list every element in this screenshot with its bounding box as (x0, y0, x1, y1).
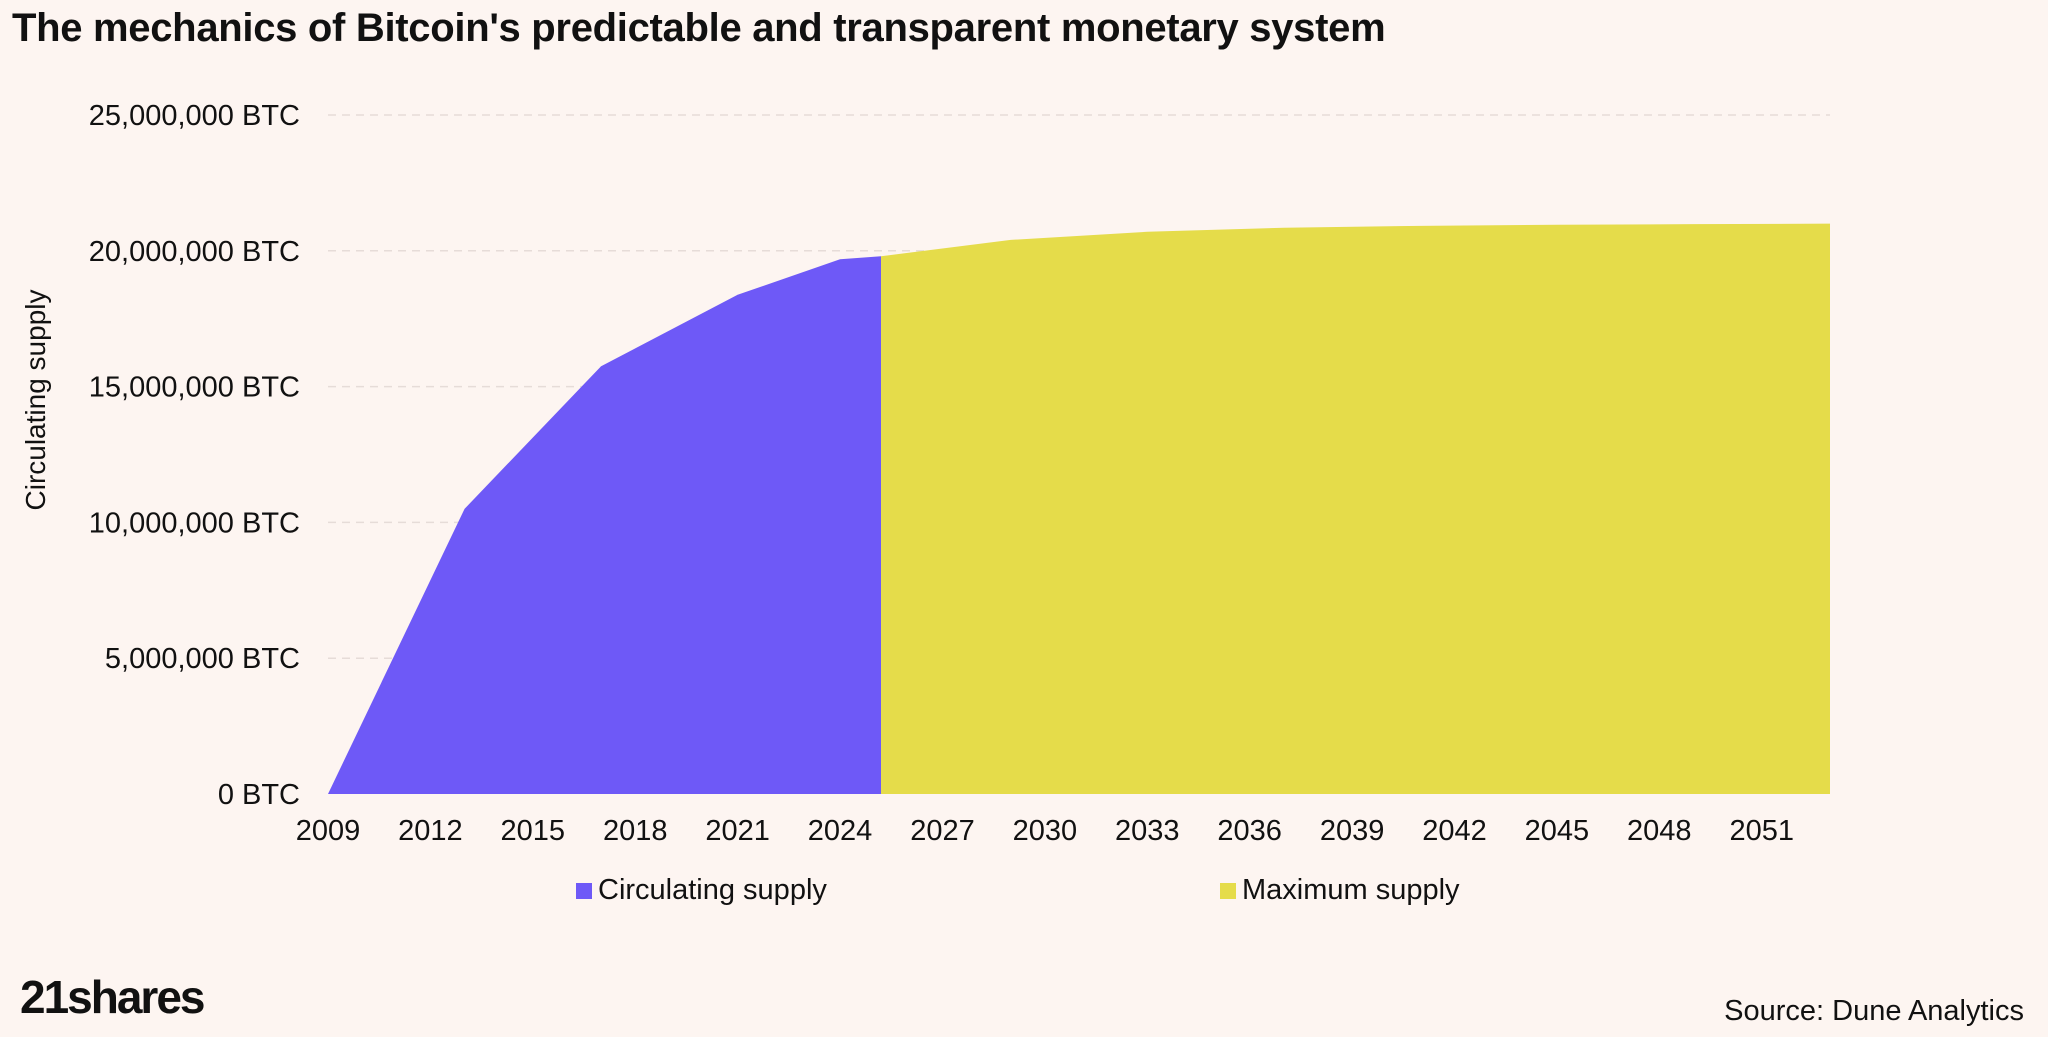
y-tick-label: 0 BTC (218, 779, 300, 811)
legend-label-circulating: Circulating supply (598, 874, 827, 906)
x-tick-label: 2033 (1115, 815, 1180, 847)
x-tick-label: 2051 (1729, 815, 1794, 847)
brand-logo: 21shares (20, 971, 205, 1023)
x-tick-label: 2012 (398, 815, 463, 847)
x-tick-label: 2039 (1320, 815, 1385, 847)
y-tick-label: 10,000,000 BTC (89, 507, 300, 539)
legend-label-maximum: Maximum supply (1242, 874, 1460, 906)
x-tick-label: 2018 (603, 815, 668, 847)
y-tick-label: 25,000,000 BTC (89, 100, 300, 132)
x-tick-label: 2009 (296, 815, 361, 847)
chart-title: The mechanics of Bitcoin's predictable a… (12, 6, 1386, 50)
x-tick-label: 2036 (1217, 815, 1282, 847)
legend-swatch-maximum (1220, 882, 1236, 899)
x-tick-label: 2015 (501, 815, 566, 847)
x-tick-label: 2045 (1525, 815, 1590, 847)
legend-swatch-circulating (576, 882, 592, 899)
y-tick-label: 20,000,000 BTC (89, 236, 300, 268)
source-note: Source: Dune Analytics (1724, 995, 2024, 1027)
legend: Circulating supply Maximum supply (0, 874, 2048, 914)
x-tick-label: 2021 (705, 815, 770, 847)
series-areas (328, 223, 1830, 794)
x-tick-label: 2042 (1422, 815, 1487, 847)
series-area-maximum-supply (881, 223, 1830, 794)
x-tick-label: 2030 (1013, 815, 1078, 847)
y-axis-label: Circulating supply (20, 289, 51, 511)
x-tick-label: 2024 (808, 815, 873, 847)
x-tick-label: 2048 (1627, 815, 1692, 847)
series-area-circulating-supply (328, 256, 882, 794)
legend-item-maximum: Maximum supply (1220, 874, 1460, 907)
y-tick-label: 5,000,000 BTC (105, 643, 300, 675)
y-axis-ticks: 0 BTC 5,000,000 BTC 10,000,000 BTC 15,000,0… (89, 100, 300, 811)
x-tick-label: 2027 (910, 815, 975, 847)
y-tick-label: 15,000,000 BTC (89, 372, 300, 404)
x-axis-ticks: 2009 2012 2015 2018 2021 2024 2027 2030 2033 2036… (296, 815, 1794, 847)
legend-item-circulating: Circulating supply (576, 874, 827, 907)
